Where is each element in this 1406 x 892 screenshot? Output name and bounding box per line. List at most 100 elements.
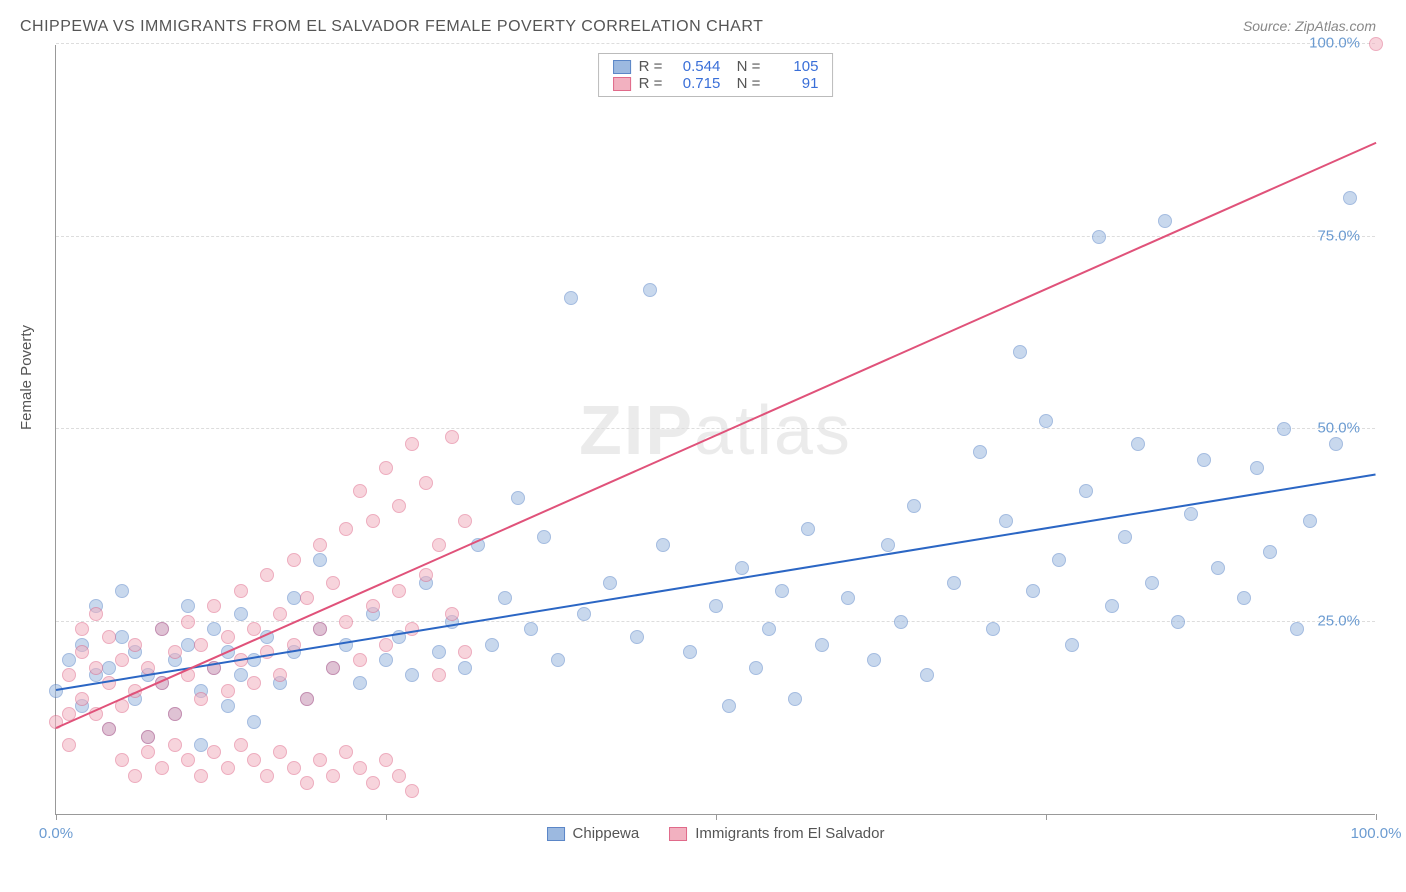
scatter-point [1250,461,1264,475]
scatter-point [1145,576,1159,590]
watermark-light: atlas [694,391,852,469]
scatter-point [353,761,367,775]
scatter-point [115,653,129,667]
x-tick [56,814,57,820]
scatter-point [432,645,446,659]
scatter-point [524,622,538,636]
y-tick-label: 75.0% [1317,227,1360,244]
scatter-point [564,291,578,305]
scatter-point [1158,214,1172,228]
scatter-point [1263,545,1277,559]
legend-swatch [547,827,565,841]
scatter-point [339,745,353,759]
x-tick [386,814,387,820]
scatter-point [181,638,195,652]
stat-n-value: 91 [768,75,818,92]
scatter-point [313,753,327,767]
legend-label: Chippewa [573,825,640,842]
scatter-point [300,591,314,605]
scatter-point [405,437,419,451]
scatter-point [221,699,235,713]
stat-r-label: R = [639,58,663,75]
scatter-point [1343,191,1357,205]
scatter-point [128,769,142,783]
scatter-point [128,638,142,652]
scatter-point [247,753,261,767]
scatter-point [300,692,314,706]
scatter-point [62,738,76,752]
scatter-point [1184,507,1198,521]
scatter-point [1039,414,1053,428]
x-tick [1046,814,1047,820]
scatter-point [221,630,235,644]
scatter-point [221,684,235,698]
scatter-point [498,591,512,605]
y-tick-label: 100.0% [1309,35,1360,52]
plot-area: ZIPatlas R =0.544 N =105R =0.715 N =91 C… [55,45,1375,815]
legend-swatch [613,60,631,74]
legend-label: Immigrants from El Salvador [695,825,884,842]
scatter-point [986,622,1000,636]
scatter-point [366,599,380,613]
scatter-point [445,607,459,621]
scatter-point [419,568,433,582]
scatter-point [432,538,446,552]
scatter-point [1237,591,1251,605]
scatter-point [260,769,274,783]
scatter-point [894,615,908,629]
scatter-point [207,745,221,759]
scatter-point [168,707,182,721]
scatter-point [155,761,169,775]
gridline-horizontal [56,428,1375,429]
scatter-point [366,514,380,528]
scatter-point [247,622,261,636]
legend-series: Chippewa Immigrants from El Salvador [547,825,885,842]
x-tick-label: 100.0% [1351,825,1402,842]
watermark: ZIPatlas [579,390,852,470]
scatter-point [1277,422,1291,436]
scatter-point [102,661,116,675]
scatter-point [313,553,327,567]
scatter-point [1211,561,1225,575]
scatter-point [273,607,287,621]
scatter-point [89,661,103,675]
scatter-point [1171,615,1185,629]
scatter-point [194,638,208,652]
scatter-point [603,576,617,590]
scatter-point [247,715,261,729]
scatter-point [75,622,89,636]
scatter-point [115,753,129,767]
legend-swatch [613,77,631,91]
scatter-point [287,761,301,775]
scatter-point [234,738,248,752]
scatter-point [339,615,353,629]
scatter-point [287,553,301,567]
scatter-point [867,653,881,667]
scatter-point [405,784,419,798]
scatter-point [907,499,921,513]
scatter-point [379,653,393,667]
scatter-point [234,607,248,621]
scatter-point [1290,622,1304,636]
scatter-point [339,522,353,536]
scatter-point [392,769,406,783]
scatter-point [432,668,446,682]
scatter-point [392,499,406,513]
scatter-point [577,607,591,621]
scatter-point [353,484,367,498]
scatter-point [247,676,261,690]
scatter-point [1105,599,1119,613]
scatter-point [445,430,459,444]
scatter-point [326,769,340,783]
y-axis-label: Female Poverty [18,325,35,430]
scatter-point [181,753,195,767]
scatter-point [141,730,155,744]
x-tick [1376,814,1377,820]
legend-swatch [669,827,687,841]
scatter-point [194,692,208,706]
scatter-point [353,653,367,667]
stat-n-label: N = [728,58,760,75]
scatter-point [260,568,274,582]
scatter-point [115,630,129,644]
scatter-point [379,753,393,767]
